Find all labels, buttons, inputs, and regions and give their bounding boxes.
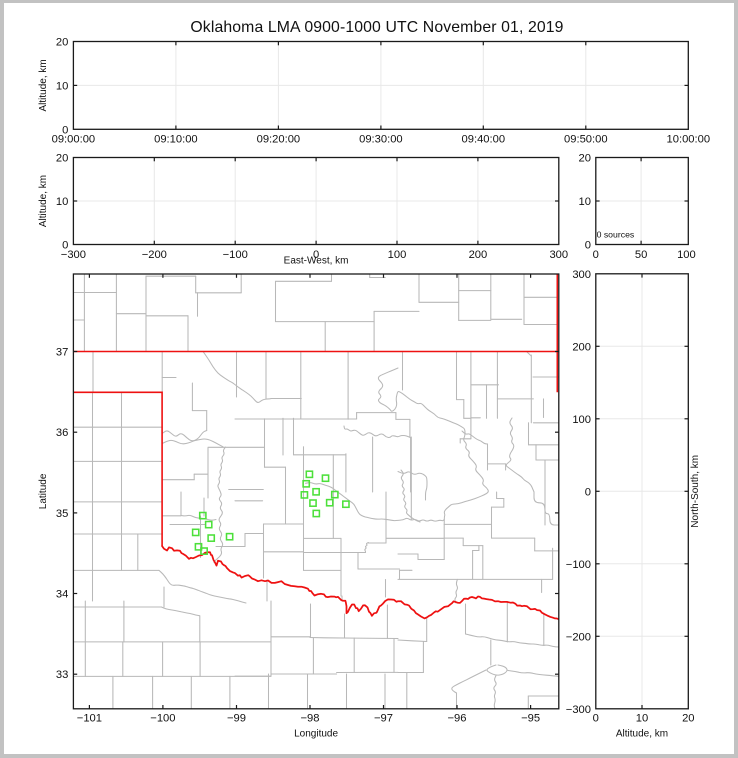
svg-text:36: 36 [56,427,68,439]
svg-text:300: 300 [549,249,568,261]
svg-text:100: 100 [677,249,696,261]
svg-text:−99: −99 [227,713,246,725]
svg-text:−96: −96 [448,713,467,725]
svg-text:−200: −200 [142,249,167,261]
svg-text:−101: −101 [77,713,102,725]
svg-text:35: 35 [56,508,68,520]
svg-text:10:00:00: 10:00:00 [667,133,711,145]
svg-text:09:30:00: 09:30:00 [359,133,403,145]
svg-text:20: 20 [682,713,694,725]
svg-text:−97: −97 [374,713,393,725]
svg-text:09:20:00: 09:20:00 [257,133,301,145]
svg-text:Altitude, km: Altitude, km [38,175,49,227]
svg-text:34: 34 [56,589,68,601]
svg-text:10: 10 [56,196,68,208]
svg-text:100: 100 [572,414,591,426]
svg-text:−100: −100 [150,713,175,725]
svg-text:Altitude, km: Altitude, km [616,728,668,739]
svg-text:100: 100 [388,249,407,261]
svg-text:0: 0 [313,249,319,261]
svg-text:0: 0 [585,240,591,252]
svg-text:−300: −300 [566,704,591,716]
svg-text:0: 0 [62,124,68,136]
svg-text:0: 0 [593,249,599,261]
svg-text:20: 20 [579,153,591,165]
svg-text:09:50:00: 09:50:00 [564,133,608,145]
svg-text:−200: −200 [566,631,591,643]
svg-text:10: 10 [56,80,68,92]
svg-text:North-South, km: North-South, km [690,455,701,528]
svg-text:50: 50 [635,249,647,261]
svg-text:200: 200 [469,249,488,261]
svg-text:Altitude, km: Altitude, km [38,59,49,111]
svg-text:09:00:00: 09:00:00 [52,133,96,145]
svg-text:33: 33 [56,669,68,681]
svg-text:200: 200 [572,341,591,353]
svg-text:East-West, km: East-West, km [284,255,349,266]
svg-text:−100: −100 [566,559,591,571]
svg-text:−300: −300 [61,249,86,261]
svg-text:0: 0 [585,486,591,498]
svg-text:10: 10 [636,713,648,725]
svg-text:Longitude: Longitude [294,728,338,739]
svg-text:20: 20 [56,37,68,49]
svg-text:−95: −95 [521,713,540,725]
svg-text:0 sources: 0 sources [597,230,635,240]
svg-text:0: 0 [62,240,68,252]
svg-text:Latitude: Latitude [38,473,49,509]
svg-text:37: 37 [56,347,68,359]
svg-text:10: 10 [579,196,591,208]
svg-text:300: 300 [572,269,591,281]
svg-text:09:40:00: 09:40:00 [462,133,506,145]
svg-text:09:10:00: 09:10:00 [154,133,198,145]
svg-text:−98: −98 [301,713,320,725]
svg-text:−100: −100 [223,249,248,261]
svg-text:0: 0 [593,713,599,725]
svg-text:Oklahoma LMA 0900-1000 UTC Nov: Oklahoma LMA 0900-1000 UTC November 01, … [190,19,563,36]
svg-text:20: 20 [56,153,68,165]
